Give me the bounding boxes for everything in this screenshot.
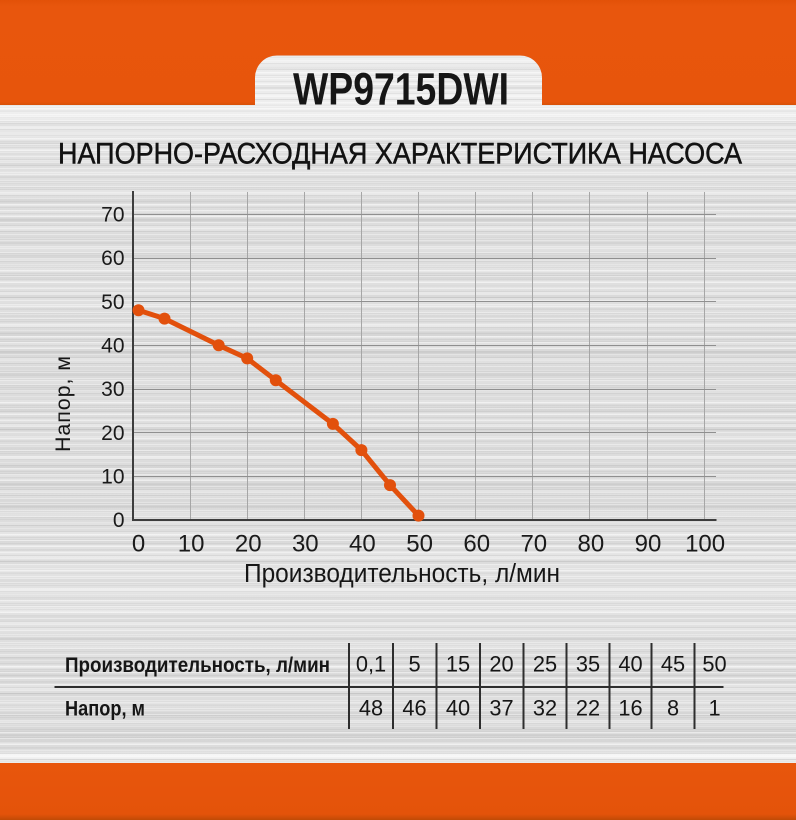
svg-text:25: 25 — [533, 652, 557, 677]
svg-text:60: 60 — [463, 531, 490, 558]
svg-text:80: 80 — [578, 531, 605, 558]
svg-text:20: 20 — [101, 422, 124, 445]
svg-text:8: 8 — [667, 696, 679, 721]
svg-text:15: 15 — [446, 652, 470, 677]
svg-text:Напор, м: Напор, м — [65, 696, 145, 720]
svg-text:WP9715DWI: WP9715DWI — [293, 64, 509, 115]
svg-text:46: 46 — [402, 696, 426, 721]
svg-text:0: 0 — [113, 509, 125, 532]
svg-text:Производительность, л/мин: Производительность, л/мин — [65, 653, 330, 677]
svg-text:20: 20 — [489, 652, 513, 677]
svg-text:НАПОРНО-РАСХОДНАЯ ХАРАКТЕРИСТИ: НАПОРНО-РАСХОДНАЯ ХАРАКТЕРИСТИКА НАСОСА — [58, 138, 742, 171]
svg-text:Напор, м: Напор, м — [51, 356, 75, 452]
svg-text:10: 10 — [178, 531, 205, 558]
svg-text:1: 1 — [708, 696, 720, 721]
svg-text:37: 37 — [489, 696, 513, 721]
svg-text:50: 50 — [101, 291, 124, 314]
svg-text:10: 10 — [101, 466, 124, 489]
svg-text:Производительность, л/мин: Производительность, л/мин — [244, 560, 560, 588]
svg-text:0,1: 0,1 — [356, 652, 386, 677]
svg-text:40: 40 — [101, 335, 124, 358]
svg-text:48: 48 — [359, 696, 383, 721]
svg-text:30: 30 — [292, 531, 319, 558]
svg-text:90: 90 — [635, 531, 662, 558]
svg-text:5: 5 — [408, 652, 420, 677]
svg-text:70: 70 — [101, 204, 124, 227]
svg-text:60: 60 — [101, 247, 124, 270]
svg-text:0: 0 — [132, 531, 145, 558]
svg-text:40: 40 — [446, 696, 470, 721]
svg-text:22: 22 — [576, 696, 600, 721]
svg-text:50: 50 — [702, 652, 726, 677]
svg-text:40: 40 — [618, 652, 642, 677]
svg-text:100: 100 — [685, 531, 725, 558]
svg-text:30: 30 — [101, 378, 124, 401]
svg-text:16: 16 — [618, 696, 642, 721]
svg-text:45: 45 — [661, 652, 685, 677]
svg-text:20: 20 — [235, 531, 262, 558]
svg-text:50: 50 — [406, 531, 433, 558]
svg-text:70: 70 — [520, 531, 547, 558]
svg-text:40: 40 — [349, 531, 376, 558]
svg-text:35: 35 — [576, 652, 600, 677]
svg-text:32: 32 — [533, 696, 557, 721]
